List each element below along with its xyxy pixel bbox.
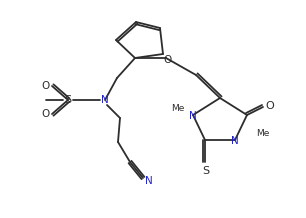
Text: O: O bbox=[266, 101, 274, 111]
Text: N: N bbox=[145, 176, 153, 186]
Text: Me: Me bbox=[171, 104, 185, 112]
Text: O: O bbox=[164, 55, 172, 65]
Text: S: S bbox=[203, 166, 210, 176]
Text: N: N bbox=[231, 136, 239, 146]
Text: O: O bbox=[41, 81, 49, 91]
Text: O: O bbox=[41, 109, 49, 119]
Text: Me: Me bbox=[256, 128, 270, 138]
Text: S: S bbox=[65, 95, 72, 105]
Text: N: N bbox=[101, 95, 109, 105]
Text: N: N bbox=[189, 111, 197, 121]
